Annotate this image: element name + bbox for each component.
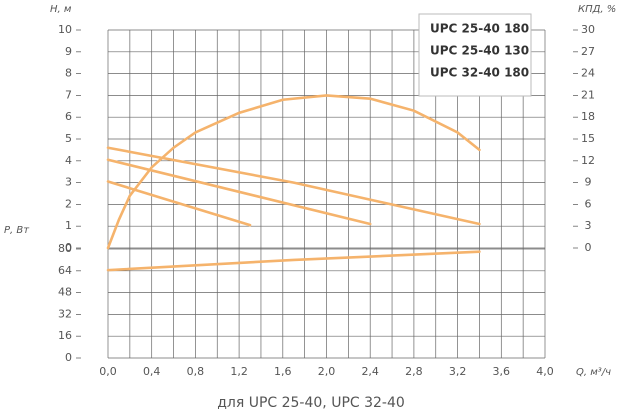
x-tick-label: 0,0 <box>99 365 117 378</box>
y2-tick-label: 15 <box>581 132 595 145</box>
y-tick-label: 5 <box>65 132 72 145</box>
x-axis-label: Q, м³/ч <box>576 367 611 378</box>
curve <box>106 250 481 272</box>
y-tick-label: 1 <box>65 219 72 232</box>
y-tick-label: 8 <box>65 67 72 80</box>
x-tick-label: 0,4 <box>143 365 161 378</box>
y2-tick-label: 3 <box>585 219 592 232</box>
y-tick-label: 32 <box>58 307 72 320</box>
curve <box>106 146 481 226</box>
y2-tick-label: 6 <box>585 197 592 210</box>
x-tick-label: 3,2 <box>449 365 467 378</box>
y-tick-label: 7 <box>65 88 72 101</box>
curve <box>106 158 372 226</box>
y-tick-label: 6 <box>65 110 72 123</box>
x-tick-label: 3,6 <box>493 365 511 378</box>
x-tick-label: 1,6 <box>274 365 292 378</box>
curve <box>106 180 252 227</box>
y-tick-label: 16 <box>58 329 72 342</box>
legend-text: UPC 32-40 180 <box>430 66 529 80</box>
y-tick-label: 80 <box>58 242 72 255</box>
legend-text: UPC 25-40 130 <box>430 44 529 58</box>
y-tick-label: 2 <box>65 197 72 210</box>
y2-tick-label: 9 <box>585 176 592 189</box>
y-tick-label: 9 <box>65 45 72 58</box>
y2-tick-label: 18 <box>581 110 595 123</box>
x-tick-label: 0,8 <box>187 365 205 378</box>
y2-tick-label: 24 <box>581 67 595 80</box>
y2-tick-label: 21 <box>581 88 595 101</box>
legend-text: UPC 25-40 180 <box>430 22 529 36</box>
y-tick-label: 4 <box>65 154 72 167</box>
y2-tick-label: 30 <box>581 23 595 36</box>
y-axis-label: Р, Вт <box>4 225 30 236</box>
curve <box>106 94 481 250</box>
y2-tick-label: 12 <box>581 154 595 167</box>
y2-axis-label: КПД, % <box>578 4 616 15</box>
y-axis-label: Н, м <box>50 4 72 15</box>
y2-tick-label: 0 <box>585 241 592 254</box>
x-tick-label: 4,0 <box>536 365 554 378</box>
legend-box <box>418 13 532 97</box>
y-tick-label: 0 <box>65 241 72 254</box>
y-tick-label: 3 <box>65 176 72 189</box>
x-tick-label: 2,4 <box>361 365 379 378</box>
y-tick-label: 64 <box>58 264 72 277</box>
y-tick-label: 0 <box>65 351 72 364</box>
x-tick-label: 1,2 <box>230 365 248 378</box>
y2-tick-label: 27 <box>581 45 595 58</box>
y-tick-label: 48 <box>58 286 72 299</box>
x-tick-label: 2,8 <box>405 365 423 378</box>
y-tick-label: 10 <box>58 23 72 36</box>
x-tick-label: 2,0 <box>318 365 336 378</box>
caption: для UPC 25-40, UPC 32-40 <box>217 395 405 411</box>
